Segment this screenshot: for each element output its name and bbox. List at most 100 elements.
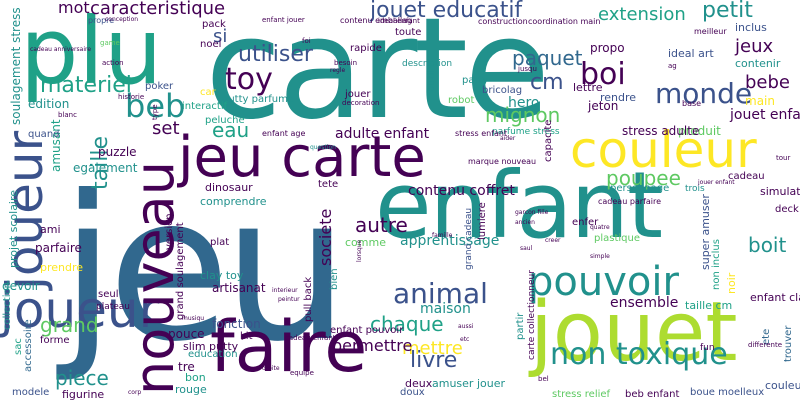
word-soulagement-stress: projet scolaire <box>7 189 20 268</box>
word-artisanat: soulagement stress <box>9 7 23 125</box>
word-contenu-emballag: toute <box>395 27 422 38</box>
word-si: si <box>213 26 228 47</box>
word-produit: jouet enfant <box>730 107 800 123</box>
word-comprendre: clay toy <box>200 269 244 282</box>
word-foi: meilleur <box>694 27 727 36</box>
word-artisanat-projet: partir <box>515 312 526 340</box>
word-coordination-main: ideal enfant <box>378 17 420 25</box>
word-super-amuser: non inclus <box>711 239 722 290</box>
word-ideal-art: contenir <box>735 57 781 70</box>
word-pouvoir: pouvoir <box>528 259 679 305</box>
word-propo: main <box>745 94 775 108</box>
word-quand: modele <box>12 387 50 398</box>
word-noel: pack <box>202 19 226 30</box>
word-ideal-enfant: description <box>402 59 453 69</box>
word-comme: tete <box>318 179 339 190</box>
word-jeux: jeux <box>735 36 774 57</box>
word-stress-enfant: poker <box>145 81 174 92</box>
word-capacite: enfant age <box>262 129 306 138</box>
word-meilleur: differente <box>748 341 783 349</box>
word-besoin: jusqu <box>518 65 537 73</box>
word-poker: contenu emballag <box>340 16 413 25</box>
word-cadeau: enfer <box>572 217 599 228</box>
word-carte-collectionneur: conception <box>105 16 139 23</box>
word-game: ag <box>668 62 677 70</box>
word-apprentissage: apprentissage <box>400 233 500 249</box>
word-faire: faire <box>210 306 368 388</box>
word-corp: interieur <box>272 287 298 294</box>
word-non-toxique: non toxique <box>550 337 728 372</box>
word-differente: kit <box>240 331 253 342</box>
word-jeton: hero <box>508 95 540 111</box>
word-projet-scolaire: devoir <box>2 279 40 293</box>
word-plateau: regle <box>330 67 346 74</box>
word-seul: cadeau anniversaire <box>30 46 92 53</box>
word-grand-cadeau: type <box>151 104 159 120</box>
word-set: set <box>152 118 180 139</box>
word-jouer: peluche <box>205 115 245 126</box>
word-type: action <box>102 59 124 67</box>
word-deck: simulation <box>760 185 800 198</box>
word-regle: equipe <box>290 369 314 377</box>
word-jouet-educatif: jouet educatif <box>370 0 523 23</box>
word-conception: etc <box>460 336 470 343</box>
word-outil: fun <box>700 343 715 353</box>
word-societe: societe <box>316 208 335 266</box>
word-slim-putty: dinosaur <box>205 181 253 194</box>
word-ete: stress enfant <box>455 129 508 138</box>
word-pouce: fonction <box>212 317 261 331</box>
word-grand: grand <box>40 313 99 337</box>
word-simulation: cadeau <box>728 171 765 182</box>
word-carte: carte <box>205 0 550 151</box>
word-livre: livre <box>410 348 458 373</box>
word-enfant: enfant <box>375 152 663 259</box>
word-interactif: putty parfume <box>222 94 294 105</box>
word-stress-relief: doux <box>400 387 425 398</box>
word-partir: seul <box>98 289 119 300</box>
word-modele: accessoire <box>23 319 34 372</box>
word-tete: lumiere <box>477 202 488 240</box>
word-robot: lettre <box>573 81 603 94</box>
word-famille: jouer enfant <box>698 179 735 186</box>
word-contenu-coffret: contenu coffret <box>408 183 515 199</box>
word-toy: toy <box>225 62 273 97</box>
word-ami: parfaire <box>35 241 82 255</box>
word-mignon: mignon <box>485 103 561 127</box>
word-stress-adulte: produit <box>678 124 721 138</box>
word-rendre: jeton <box>588 99 619 113</box>
word-boi: boi <box>580 57 626 92</box>
word-garcon-fille: question <box>310 144 336 151</box>
word-couleur-comme: boue moelleux <box>690 387 765 398</box>
word-paquet: paquet <box>512 46 583 70</box>
word-utiliser: utiliser <box>238 42 313 67</box>
word-boue-moelleux: beb enfant <box>625 389 680 400</box>
word-musiqu: carte collectionneur <box>527 270 537 360</box>
word-enfant-jouer: outil <box>426 70 437 92</box>
word-eau: eau <box>212 118 250 142</box>
word-hero: ideal art <box>668 47 714 60</box>
word-dinosaur: comprendre <box>200 195 267 208</box>
word-quatre: ancien <box>515 219 535 226</box>
word-droite: lorsque <box>356 239 363 262</box>
word-tour: enfant pouvoir <box>330 325 404 336</box>
word-trois: deck <box>775 204 799 215</box>
word-fun: comme <box>345 236 386 249</box>
word-beb-enfant: stress relief <box>552 389 611 400</box>
word-ensemble: education <box>188 349 238 360</box>
word-jouet-animal: musiqu <box>182 315 205 322</box>
word-lettre: rendre <box>600 91 637 104</box>
word-adulte-enfant: adulte enfant <box>335 126 430 142</box>
word-caracteristique: caracteristique <box>90 0 226 19</box>
word-historie: besoin <box>334 59 358 67</box>
word-rouge: bon <box>185 371 206 384</box>
word-forme: couleur comme <box>765 379 800 392</box>
word-base: blanc <box>58 111 77 119</box>
word-fonction: slim putty <box>183 340 239 353</box>
word-ag: cadeau parfaire <box>598 197 662 206</box>
word-saul: famille <box>432 232 453 239</box>
word-clay-toy: artisanat <box>212 281 266 295</box>
word-bricolag: robot <box>448 95 475 106</box>
word-mot: mot <box>58 0 90 17</box>
word-petit: petit <box>702 0 753 23</box>
word-maison: maison <box>420 301 471 317</box>
